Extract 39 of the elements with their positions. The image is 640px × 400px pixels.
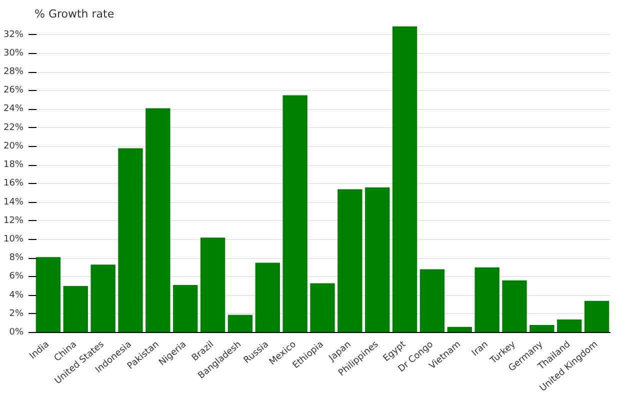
bar (118, 148, 143, 332)
bar (282, 95, 308, 332)
y-tick-label: 22% (3, 122, 24, 133)
bar (90, 264, 116, 332)
y-tick-label: 12% (3, 216, 24, 226)
bar (557, 319, 582, 332)
y-tick-label: 28% (3, 67, 24, 78)
y-tick-label: 32% (3, 30, 24, 40)
y-tick-label: 30% (3, 48, 24, 58)
bar (36, 257, 61, 332)
bar (502, 280, 527, 332)
y-tick-label: 6% (9, 272, 24, 282)
bar (63, 286, 88, 332)
y-tick-label: 20% (3, 141, 24, 152)
bar (173, 285, 198, 332)
bar (365, 187, 390, 332)
y-tick-label: 24% (3, 104, 24, 114)
bar (584, 300, 610, 332)
bar (310, 283, 335, 332)
y-tick-label: 0% (9, 328, 24, 338)
bar (338, 189, 362, 332)
y-tick-label: 8% (9, 253, 24, 264)
chart-title: % Growth rate (34, 8, 114, 20)
bar (146, 108, 170, 332)
y-tick-label: 18% (3, 160, 24, 170)
bar (420, 269, 445, 332)
y-tick-label: 2% (9, 308, 24, 319)
bar (228, 314, 253, 332)
bar (530, 325, 554, 332)
bar (474, 267, 500, 332)
x-tick-label: Iran (470, 340, 490, 359)
y-tick-label: 16% (3, 178, 24, 189)
y-tick-label: 4% (9, 290, 24, 300)
bar (255, 262, 280, 332)
y-tick-label: 10% (3, 234, 24, 244)
bar (392, 26, 418, 332)
bar (200, 238, 226, 332)
y-tick-label: 26% (3, 86, 24, 96)
y-tick-label: 14% (3, 197, 24, 208)
